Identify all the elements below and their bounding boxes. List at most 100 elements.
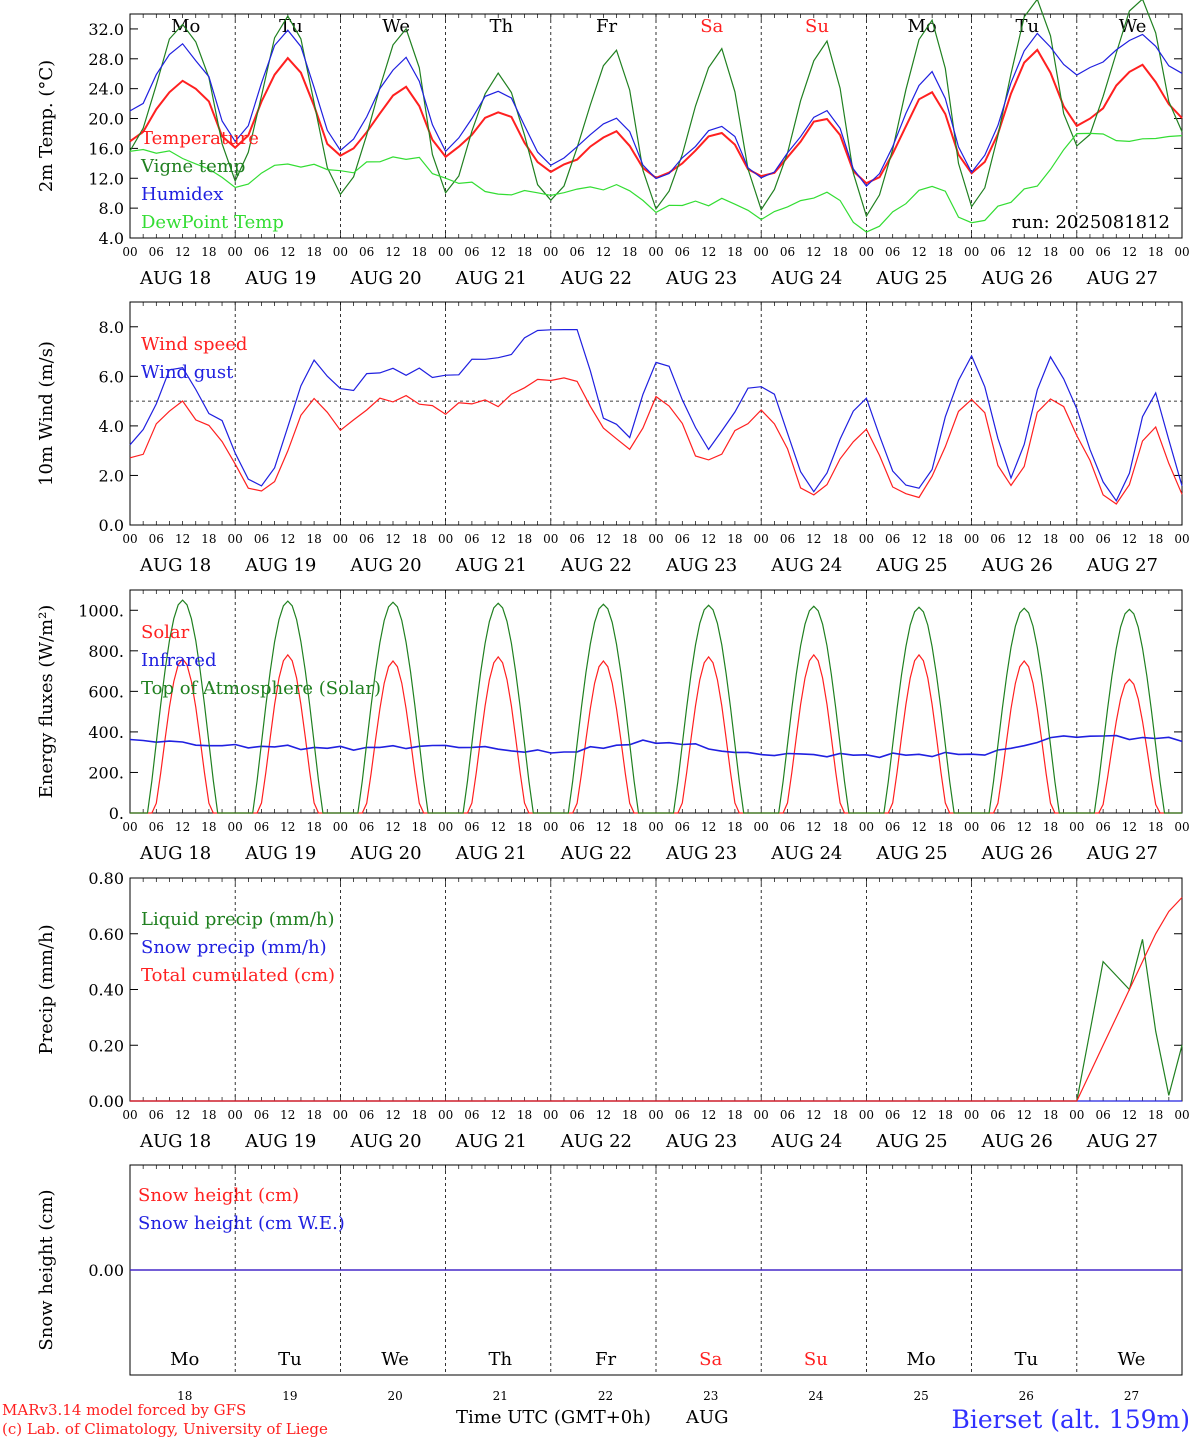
- x-tick-label: 18: [622, 1108, 637, 1122]
- series-group: [129, 599, 1183, 814]
- day-label: AUG 25: [875, 268, 947, 289]
- day-label: AUG 23: [665, 268, 737, 289]
- station-title: Bierset (alt. 159m): [951, 1405, 1190, 1434]
- x-tick-label: 18: [517, 820, 532, 834]
- x-tick-label: 18: [727, 532, 742, 546]
- y-tick-label: 6.0: [99, 367, 124, 386]
- x-tick-label: 00: [438, 1108, 453, 1122]
- x-tick-label: 18: [306, 820, 321, 834]
- x-tick-label: 00: [754, 820, 769, 834]
- x-tick-label: 12: [701, 1108, 716, 1122]
- x-tick-label: 00: [122, 245, 137, 259]
- x-tick-label: 18: [1148, 532, 1163, 546]
- x-tick-label: 12: [1122, 1108, 1137, 1122]
- y-tick-label: 0.40: [88, 981, 124, 1000]
- day-label: AUG 19: [244, 1131, 316, 1152]
- x-tick-label: 00: [438, 245, 453, 259]
- x-tick-label: 12: [1017, 1108, 1032, 1122]
- x-tick-label: 12: [596, 245, 611, 259]
- x-tick-label: 00: [543, 245, 558, 259]
- x-tick-label: 18: [938, 532, 953, 546]
- x-tick-label: 00: [333, 820, 348, 834]
- y-tick-label: 24.0: [88, 80, 124, 99]
- weekday-label: Th: [490, 16, 514, 37]
- x-tick-label: 18: [306, 1108, 321, 1122]
- y-tick-label: 400.: [88, 723, 124, 742]
- day-label: AUG 21: [455, 1131, 527, 1152]
- day-number: 19: [282, 1389, 297, 1403]
- panel-4: 0.00 0.20 0.40 0.60 0.80 Precip (mm/h) 00 06 12 1…: [36, 869, 1190, 1152]
- x-tick-label: 18: [622, 532, 637, 546]
- x-tick-label: 12: [491, 1108, 506, 1122]
- y-tick-label: 4.0: [99, 417, 124, 436]
- panel-frame: [129, 589, 1183, 814]
- day-label: AUG 26: [981, 1131, 1053, 1152]
- x-tick-label: 18: [201, 1108, 216, 1122]
- y-tick-label: 20.0: [88, 110, 124, 129]
- x-tick-label: 00: [964, 820, 979, 834]
- footer: MARv3.14 model forced by GFS (c) Lab. of…: [2, 1401, 1190, 1438]
- day-label: AUG 27: [1086, 268, 1158, 289]
- series-line-2: [129, 329, 1183, 502]
- panel-3: 0. 200. 400. 600. 800. 1000. Energy fluxes (W/…: [36, 589, 1190, 864]
- day-number: 24: [808, 1389, 824, 1403]
- x-tick-label: 00: [228, 245, 243, 259]
- legend-label: Total cumulated (cm): [141, 965, 335, 986]
- x-tick-label: 18: [832, 820, 847, 834]
- x-tick-label: 00: [859, 820, 874, 834]
- x-tick-label: 00: [122, 532, 137, 546]
- x-tick-label: 06: [885, 820, 900, 834]
- day-label: AUG 18: [139, 843, 211, 864]
- y-tick-label: 12.0: [88, 169, 124, 188]
- x-axis-label: Time UTC (GMT+0h): [456, 1407, 651, 1428]
- x-tick-label: 00: [543, 820, 558, 834]
- x-tick-label: 00: [648, 245, 663, 259]
- weekday-label: Tu: [278, 1349, 302, 1370]
- day-label: AUG 22: [560, 1131, 632, 1152]
- x-tick-label: 18: [938, 820, 953, 834]
- x-tick-label: 06: [254, 820, 269, 834]
- x-tick-label: 18: [727, 245, 742, 259]
- x-tick-label: 00: [964, 532, 979, 546]
- legend-label: Infrared: [141, 650, 216, 671]
- y-tick-label: 0.60: [88, 925, 124, 944]
- x-tick-label: 18: [1043, 245, 1058, 259]
- hour-ticks: [129, 1165, 1183, 1171]
- legend-label: Top of Atmosphere (Solar): [141, 678, 381, 699]
- x-tick-label: 00: [333, 532, 348, 546]
- x-tick-label: 06: [359, 245, 374, 259]
- series-line-4: [129, 132, 1183, 233]
- weekday-label: We: [382, 16, 410, 37]
- legend-label: Snow height (cm): [138, 1185, 299, 1206]
- weekday-label: Mo: [170, 1349, 199, 1370]
- y-tick-label: 0.80: [88, 869, 124, 888]
- x-tick-label: 12: [491, 820, 506, 834]
- y-axis-label: 2m Temp. (°C): [36, 60, 57, 192]
- y-axis-label: 10m Wind (m/s): [36, 341, 57, 486]
- x-tick-label: 12: [911, 245, 926, 259]
- x-tick-label: 06: [885, 532, 900, 546]
- day-number: 22: [598, 1389, 613, 1403]
- x-tick-label: 12: [175, 245, 190, 259]
- x-tick-label: 06: [990, 820, 1005, 834]
- y-tick-label: 2.0: [99, 466, 124, 485]
- x-tick-label: 12: [175, 820, 190, 834]
- x-tick-label: 00: [1069, 532, 1084, 546]
- day-number: 18: [177, 1389, 192, 1403]
- hour-ticks: [129, 14, 1183, 238]
- x-tick-label: 00: [543, 532, 558, 546]
- x-tick-label: 06: [675, 820, 690, 834]
- x-tick-label: 06: [254, 245, 269, 259]
- day-label: AUG 26: [981, 843, 1053, 864]
- x-tick-label: 12: [175, 532, 190, 546]
- x-tick-label: 18: [412, 532, 427, 546]
- x-tick-label: 12: [806, 1108, 821, 1122]
- x-tick-label: 06: [675, 245, 690, 259]
- x-tick-label: 06: [254, 532, 269, 546]
- x-tick-label: 06: [780, 1108, 795, 1122]
- x-tick-label: 18: [412, 245, 427, 259]
- x-tick-label: 18: [412, 820, 427, 834]
- x-tick-label: 06: [149, 820, 164, 834]
- x-tick-label: 06: [464, 532, 479, 546]
- legend: Liquid precip (mm/h) Snow precip (mm/h) To…: [141, 909, 335, 986]
